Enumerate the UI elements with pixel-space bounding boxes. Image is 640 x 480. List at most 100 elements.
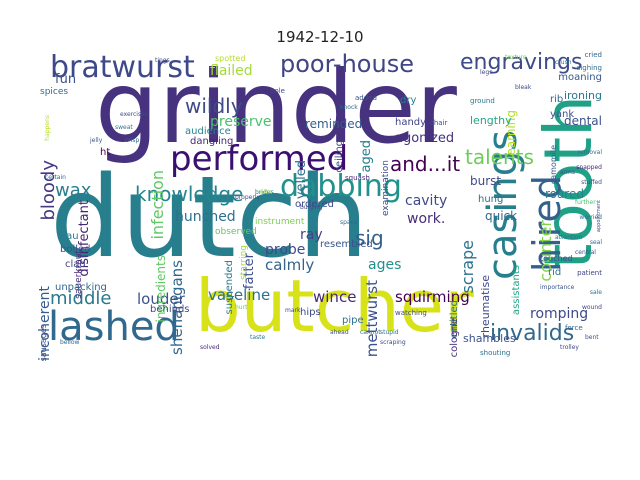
word-lengthy: lengthy <box>470 114 512 127</box>
word-dental: dental <box>564 114 602 128</box>
word-watching: watching <box>395 309 427 317</box>
word-butcher: butcher <box>195 264 474 348</box>
word-further: further <box>575 199 596 206</box>
word-performed: performed <box>170 139 349 179</box>
word-yelled: yelled <box>294 160 309 200</box>
word-eau: eau <box>60 231 79 242</box>
word-sweat: sweat <box>115 124 133 131</box>
word-roared: roared <box>545 187 585 201</box>
word-tings: tings <box>155 57 170 64</box>
word-spices: spices <box>40 87 69 97</box>
word-pipe: pipe <box>342 315 364 326</box>
word-aged: aged <box>359 140 374 173</box>
word-invalids: invalids <box>490 321 575 346</box>
word-ironing: ironing <box>563 89 602 102</box>
word-sig: sig <box>355 226 384 250</box>
word-audience: audience <box>185 126 231 137</box>
word-cried: cried <box>584 51 602 59</box>
word-quick: quick <box>485 209 518 223</box>
word-grinder: grinder <box>95 49 457 166</box>
word-wax: wax <box>55 180 92 201</box>
word-happens: happens <box>44 115 51 141</box>
word-dabbing: dabbing <box>280 169 402 204</box>
word-mettwurst: mettwurst <box>363 280 381 358</box>
word-brides: brides <box>255 189 274 196</box>
word-stupid: stupid <box>380 329 399 336</box>
word-wince: wince <box>313 288 357 306</box>
word-importance: importance <box>540 284 575 291</box>
word-appointment: appointment <box>596 200 602 233</box>
word-cannot: cannot <box>360 329 381 336</box>
word-stuffed: stuffed <box>581 179 602 186</box>
word-central: central <box>575 249 596 256</box>
word-poor-house: poor-house <box>280 50 414 78</box>
word-middle: middle <box>50 288 112 309</box>
word-behinds: behinds <box>150 304 190 315</box>
word-wildly: wildly <box>185 94 243 118</box>
word-ordered: ordered <box>295 199 334 210</box>
word-patient: patient <box>577 269 602 277</box>
word-jelly: jelly <box>90 137 103 144</box>
word-dangling: dangling <box>190 136 234 147</box>
word-sighing: sighing <box>576 64 602 72</box>
word-reminded: reminded <box>305 117 363 131</box>
word-chair: chair <box>430 119 448 127</box>
word-boiled: boiled <box>60 244 91 255</box>
word-yank: yank <box>550 109 575 120</box>
word-suspended: suspended <box>224 260 235 315</box>
word-ages: ages <box>368 257 402 273</box>
word-rib: rib <box>550 94 564 105</box>
word-cologne: cologne <box>449 318 460 358</box>
word-resembled: resembled <box>320 239 373 250</box>
word-unpacking: unpacking <box>55 282 107 293</box>
word-scraping: scraping <box>380 339 406 346</box>
word-dry: dry <box>400 95 417 106</box>
word-nice: nice <box>260 189 273 196</box>
word-ground: ground <box>470 97 495 105</box>
word-rheumatise: rheumatise <box>479 275 492 338</box>
word-pole: pole <box>270 87 285 95</box>
word-fun: fun <box>55 72 77 87</box>
word-bratwurst: bratwurst <box>50 50 195 85</box>
word-removal: removal <box>577 149 602 156</box>
word-added: added <box>355 94 377 102</box>
word-attention: attention <box>555 234 583 241</box>
word-crush: crush <box>555 59 572 66</box>
word-instrument: instrument <box>255 217 305 227</box>
word-force: force <box>565 324 583 332</box>
word-ceiling: ceiling <box>334 140 345 173</box>
word-mark: mark <box>285 307 301 314</box>
word-bellow: bellow <box>60 339 80 346</box>
word-solved: solved <box>200 344 220 351</box>
word-touched: touched <box>540 254 573 263</box>
word-calmly: calmly <box>265 256 315 274</box>
word-moaning: moaning <box>558 72 602 83</box>
word-work: work. <box>407 211 446 227</box>
word-spotted: spotted <box>215 54 246 63</box>
word-handy: handy <box>395 117 427 128</box>
word-taste: taste <box>250 334 266 341</box>
word-ray: ray <box>300 227 323 243</box>
word-trolley: trolley <box>560 344 579 351</box>
word-burst: burst <box>470 174 502 188</box>
word-louder: louder <box>137 290 185 308</box>
word-agonized: agonized <box>395 131 455 146</box>
word-cavity: cavity <box>405 193 448 209</box>
word-talents: talents <box>465 145 534 169</box>
word-knowledge: knowledge <box>135 182 244 206</box>
word-and-it: and...it <box>390 152 461 176</box>
word-ht: ht <box>100 147 111 158</box>
word-bleak: bleak <box>515 84 532 91</box>
word-snapped: snapped <box>576 164 602 171</box>
word-camomile: camomile <box>549 145 558 185</box>
word-shambles: shambles <box>463 332 516 345</box>
word-probe: probe <box>265 242 306 258</box>
word-dutch: dutch <box>50 153 369 283</box>
word-exercises: exercises <box>120 111 148 118</box>
word-hips: hips <box>300 307 321 318</box>
word-cloud: dutch grinder butcher tooth lashed casings hir… <box>38 49 602 362</box>
word-ahead: ahead <box>330 329 349 336</box>
word-shouting: shouting <box>480 349 511 357</box>
word-scrape: scrape <box>458 240 477 294</box>
